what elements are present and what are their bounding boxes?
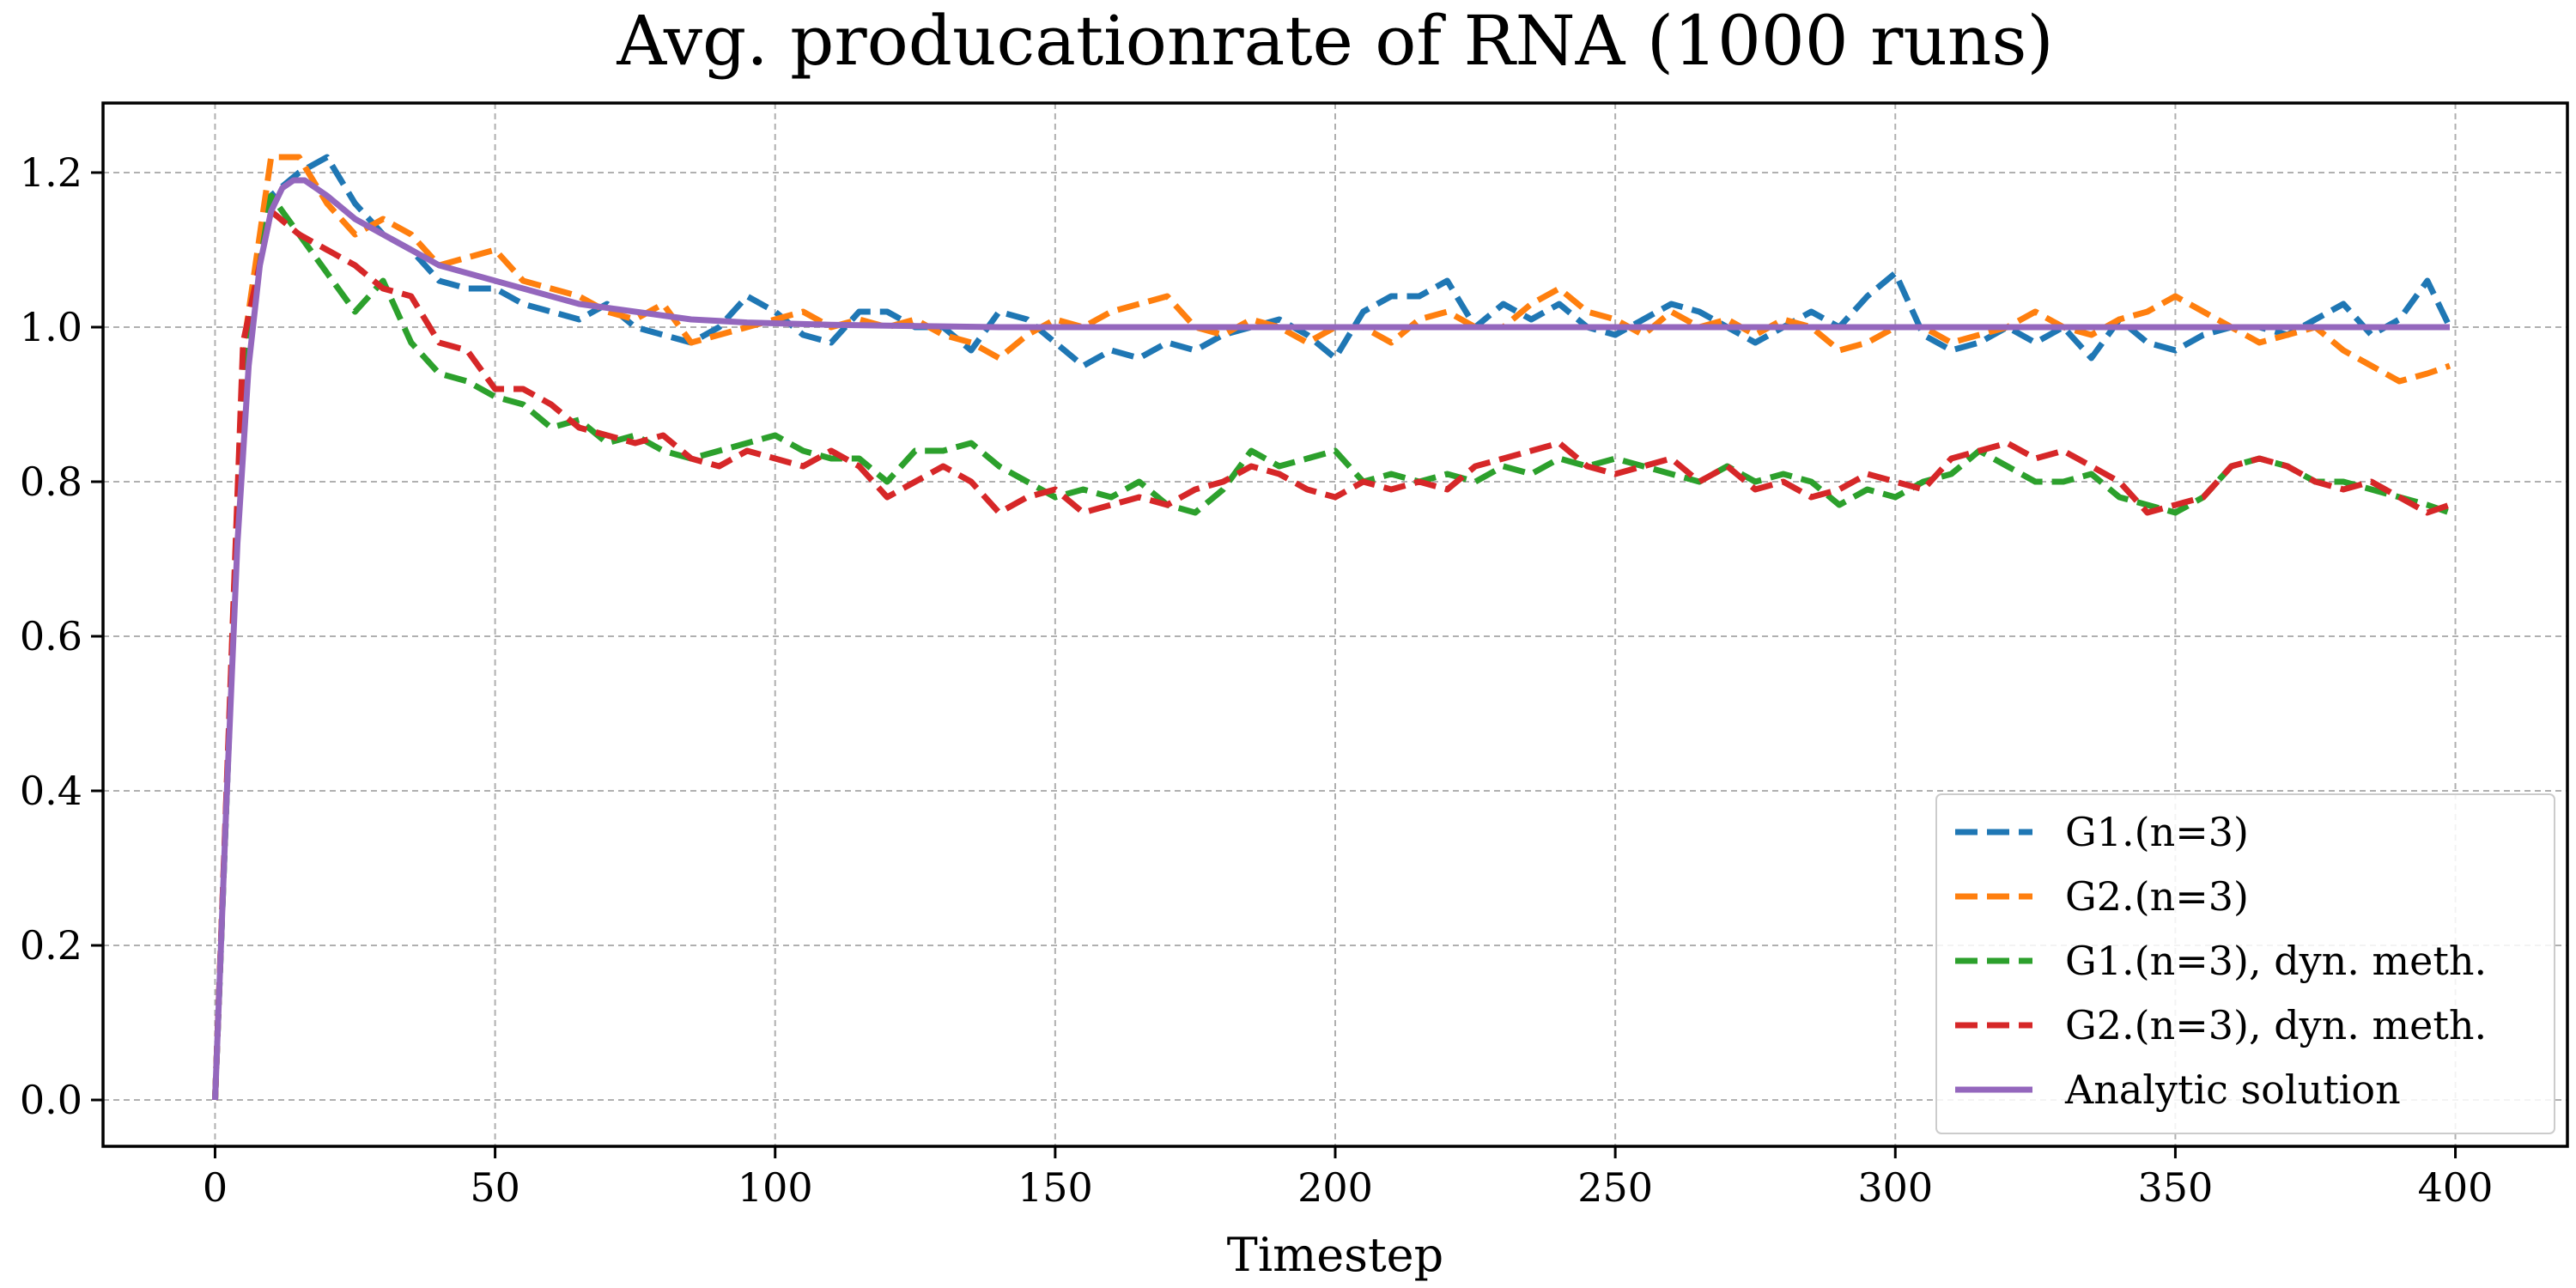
y-tick-label: 0.6 xyxy=(20,613,82,659)
axis-ticks: 0 50 100 150 200 250 300 350 400 0.0 0.2 0.4 0.6 0.8 1… xyxy=(20,149,2494,1211)
x-tick-label: 250 xyxy=(1577,1164,1653,1211)
series-line-3 xyxy=(212,192,2451,1101)
y-tick-label: 1.2 xyxy=(20,149,82,196)
y-tick-label: 0.2 xyxy=(20,922,82,969)
legend-box xyxy=(1935,793,2555,1134)
chart-title: Avg. producationrate of RNA (1000 runs) xyxy=(616,1,2053,81)
y-tick-label: 1.0 xyxy=(20,304,82,350)
y-tick-label: 0.4 xyxy=(20,768,82,814)
legend-label: G2.(n=3) xyxy=(2065,873,2249,920)
x-tick-label: 300 xyxy=(1857,1164,1933,1211)
x-tick-label: 0 xyxy=(203,1164,228,1211)
series-line-4 xyxy=(212,208,2451,1101)
legend-label: G1.(n=3), dyn. meth. xyxy=(2065,938,2487,984)
series-line-2 xyxy=(212,154,2451,1101)
x-axis-label: Timestep xyxy=(1227,1228,1443,1282)
x-tick-label: 150 xyxy=(1018,1164,1093,1211)
x-tick-label: 200 xyxy=(1297,1164,1373,1211)
legend: G1.(n=3) G2.(n=3) G1.(n=3), dyn. meth. G2.(… xyxy=(1935,793,2555,1134)
legend-label: Analytic solution xyxy=(2064,1066,2401,1113)
y-tick-label: 0.8 xyxy=(20,459,82,505)
y-tick-label: 0.0 xyxy=(20,1077,82,1123)
series-line-1 xyxy=(212,154,2453,1101)
x-tick-label: 400 xyxy=(2418,1164,2494,1211)
x-tick-label: 50 xyxy=(470,1164,520,1211)
legend-label: G1.(n=3) xyxy=(2065,809,2249,855)
plot-area xyxy=(212,154,2453,1101)
x-tick-label: 350 xyxy=(2138,1164,2214,1211)
legend-label: G2.(n=3), dyn. meth. xyxy=(2065,1002,2487,1048)
series-line-5 xyxy=(212,177,2450,1101)
x-tick-label: 100 xyxy=(738,1164,813,1211)
